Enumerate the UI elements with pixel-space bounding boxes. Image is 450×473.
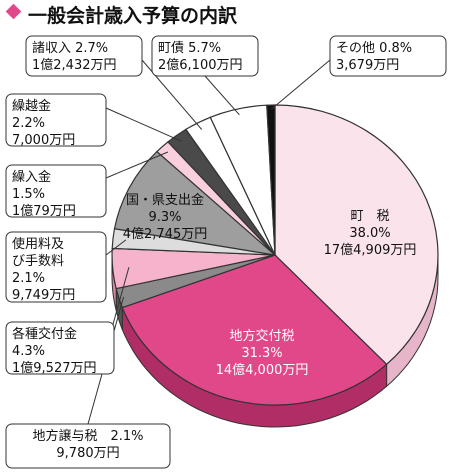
pie-top-layer — [111, 104, 439, 406]
pie-slice-5 — [113, 150, 277, 256]
slice-label-5: 国・県支出金 9.3% 4億2,745万円 — [123, 192, 208, 242]
leader-line-4 — [105, 239, 127, 256]
leader-line-7 — [105, 107, 182, 142]
chart-title-group: 一般会計歳入予算の内訳 — [5, 3, 238, 27]
label-box-3 — [5, 321, 115, 375]
slice-label-0: 町 税 38.0% 17億4,909万円 — [324, 209, 417, 258]
pie-slice-10 — [266, 104, 276, 256]
slice-label-4: 使用料及び手数料 2.1% 9,749万円 — [12, 236, 75, 303]
label-box-10 — [329, 35, 447, 77]
leader-line-3 — [109, 267, 130, 336]
label-box-7 — [5, 93, 107, 147]
title-marker-icon — [5, 3, 22, 20]
slice-label-10: その他 0.8% 3,679万円 — [336, 41, 412, 73]
chart-title: 一般会計歳入予算の内訳 — [28, 4, 238, 27]
leader-line-6 — [105, 151, 169, 179]
leader-line-9 — [204, 75, 240, 116]
pie-slice-0 — [274, 104, 439, 366]
slice-label-1: 地方交付税 31.3% 14億4,000万円 — [216, 328, 309, 378]
pie-slice-1 — [121, 254, 388, 406]
slice-label-6: 繰入金 1.5% 1億79万円 — [12, 169, 76, 219]
slice-label-2: 地方譲与税 2.1% 9,780万円 — [32, 428, 143, 461]
slice-label-3: 各種交付金 4.3% 1億9,527万円 — [12, 326, 97, 376]
leader-line-10 — [270, 59, 331, 110]
label-box-9 — [151, 35, 259, 77]
label-box-4 — [5, 231, 107, 303]
slice-label-8: 諸収入 2.7% 1億2,432万円 — [32, 40, 117, 73]
label-box-8 — [25, 35, 143, 77]
label-box-6 — [5, 164, 107, 218]
label-box-2 — [5, 423, 171, 469]
slice-label-9: 町債 5.7% 2億6,100万円 — [158, 41, 243, 73]
slice-label-7: 繰越金 2.2% 7,000万円 — [12, 98, 75, 148]
